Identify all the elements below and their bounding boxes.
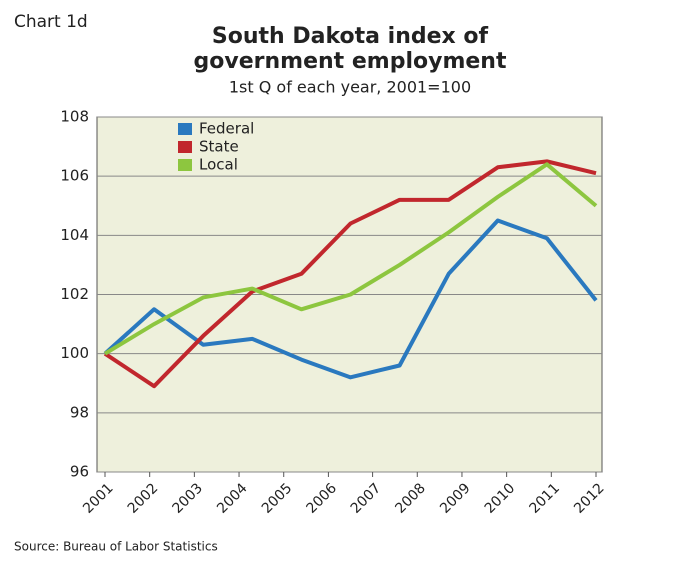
chart-title: government employment bbox=[194, 49, 507, 74]
x-tick-label: 2011 bbox=[526, 480, 563, 517]
legend-label: State bbox=[199, 138, 239, 156]
y-tick-label: 108 bbox=[60, 108, 89, 126]
x-tick-label: 2003 bbox=[170, 480, 207, 517]
line-series bbox=[103, 159, 597, 389]
line-series bbox=[103, 162, 598, 356]
chart-label: Chart 1d bbox=[14, 12, 88, 32]
y-tick-label: 102 bbox=[60, 285, 89, 303]
legend-label: Federal bbox=[199, 120, 254, 138]
legend-label: Local bbox=[199, 156, 238, 174]
chart-title: South Dakota index of bbox=[212, 24, 489, 49]
source: Source: Bureau of Labor Statistics bbox=[14, 540, 218, 554]
y-tick-label: 98 bbox=[70, 403, 89, 421]
y-tick-label: 104 bbox=[60, 226, 89, 244]
legend-swatch bbox=[178, 123, 192, 135]
x-tick-label: 2002 bbox=[125, 480, 162, 517]
x-tick-label: 2010 bbox=[482, 480, 519, 517]
x-tick-label: 2005 bbox=[259, 480, 296, 517]
legend-swatch bbox=[178, 159, 192, 171]
y-tick-label: 96 bbox=[70, 463, 89, 481]
x-tick-label: 2008 bbox=[392, 480, 429, 517]
x-tick-label: 2006 bbox=[304, 480, 341, 517]
x-tick-label: 2004 bbox=[214, 480, 251, 517]
legend-swatch bbox=[178, 141, 192, 153]
x-tick-label: 2001 bbox=[80, 480, 117, 517]
chart-subtitle: 1st Q of each year, 2001=100 bbox=[229, 78, 471, 97]
x-tick-label: 2009 bbox=[437, 480, 474, 517]
y-tick-label: 100 bbox=[60, 344, 89, 362]
y-tick-label: 106 bbox=[60, 167, 89, 185]
x-tick-label: 2007 bbox=[348, 480, 385, 517]
line-series bbox=[103, 218, 598, 380]
x-tick-label: 2012 bbox=[571, 480, 608, 517]
